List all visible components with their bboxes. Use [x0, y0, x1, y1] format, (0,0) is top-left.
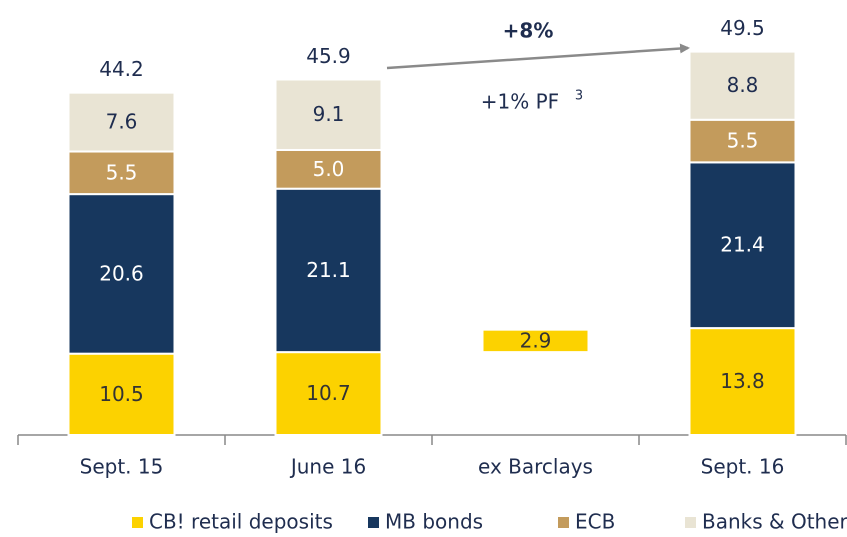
legend-swatch [558, 517, 569, 528]
legend-swatch [685, 517, 696, 528]
total-label: 49.5 [720, 16, 765, 40]
segment-label: 21.4 [720, 233, 765, 257]
segment-label: 20.6 [99, 261, 144, 285]
bar-segment [67, 193, 176, 355]
x-tick-label: Sept. 15 [80, 455, 164, 479]
legend-label: ECB [575, 510, 615, 534]
segment-label: 13.8 [720, 369, 765, 393]
segment-label: 21.1 [306, 258, 351, 282]
segment-label: 7.6 [106, 110, 138, 134]
legend-swatch [368, 517, 379, 528]
total-label: 45.9 [306, 44, 351, 68]
segment-label: 10.7 [306, 381, 351, 405]
bar-segment [688, 50, 797, 121]
legend-swatch [132, 517, 143, 528]
bar-segment [67, 91, 176, 153]
bar-segment [688, 161, 797, 330]
bar-segment [274, 148, 383, 190]
x-tick-label: Sept. 16 [701, 455, 785, 479]
bar-segment [274, 351, 383, 436]
segment-label: 9.1 [313, 102, 345, 126]
legend-label: CB! retail deposits [149, 510, 333, 534]
segment-label: 5.5 [727, 129, 759, 153]
bar-segment [67, 150, 176, 196]
bar-segment [274, 78, 383, 151]
segment-label: 5.5 [106, 160, 138, 184]
x-tick-label: June 16 [289, 455, 366, 479]
segment-label: 10.5 [99, 382, 144, 406]
growth-arrow [386, 43, 690, 70]
bar-segment [688, 327, 797, 437]
legend-label: Banks & Other [702, 510, 847, 534]
bar-segment [481, 328, 590, 354]
growth-label: +8% [503, 19, 554, 43]
legend-label: MB bonds [385, 510, 483, 534]
bar-segment [67, 352, 176, 436]
total-label: 44.2 [99, 57, 144, 81]
x-tick-label: ex Barclays [478, 455, 593, 479]
bar-segment [274, 187, 383, 354]
segment-label: 8.8 [727, 73, 759, 97]
segment-label: 2.9 [520, 328, 552, 352]
pro-forma-note: 3 [575, 89, 583, 104]
segment-label: 5.0 [313, 157, 345, 181]
pro-forma-label: +1% PF [481, 90, 559, 114]
